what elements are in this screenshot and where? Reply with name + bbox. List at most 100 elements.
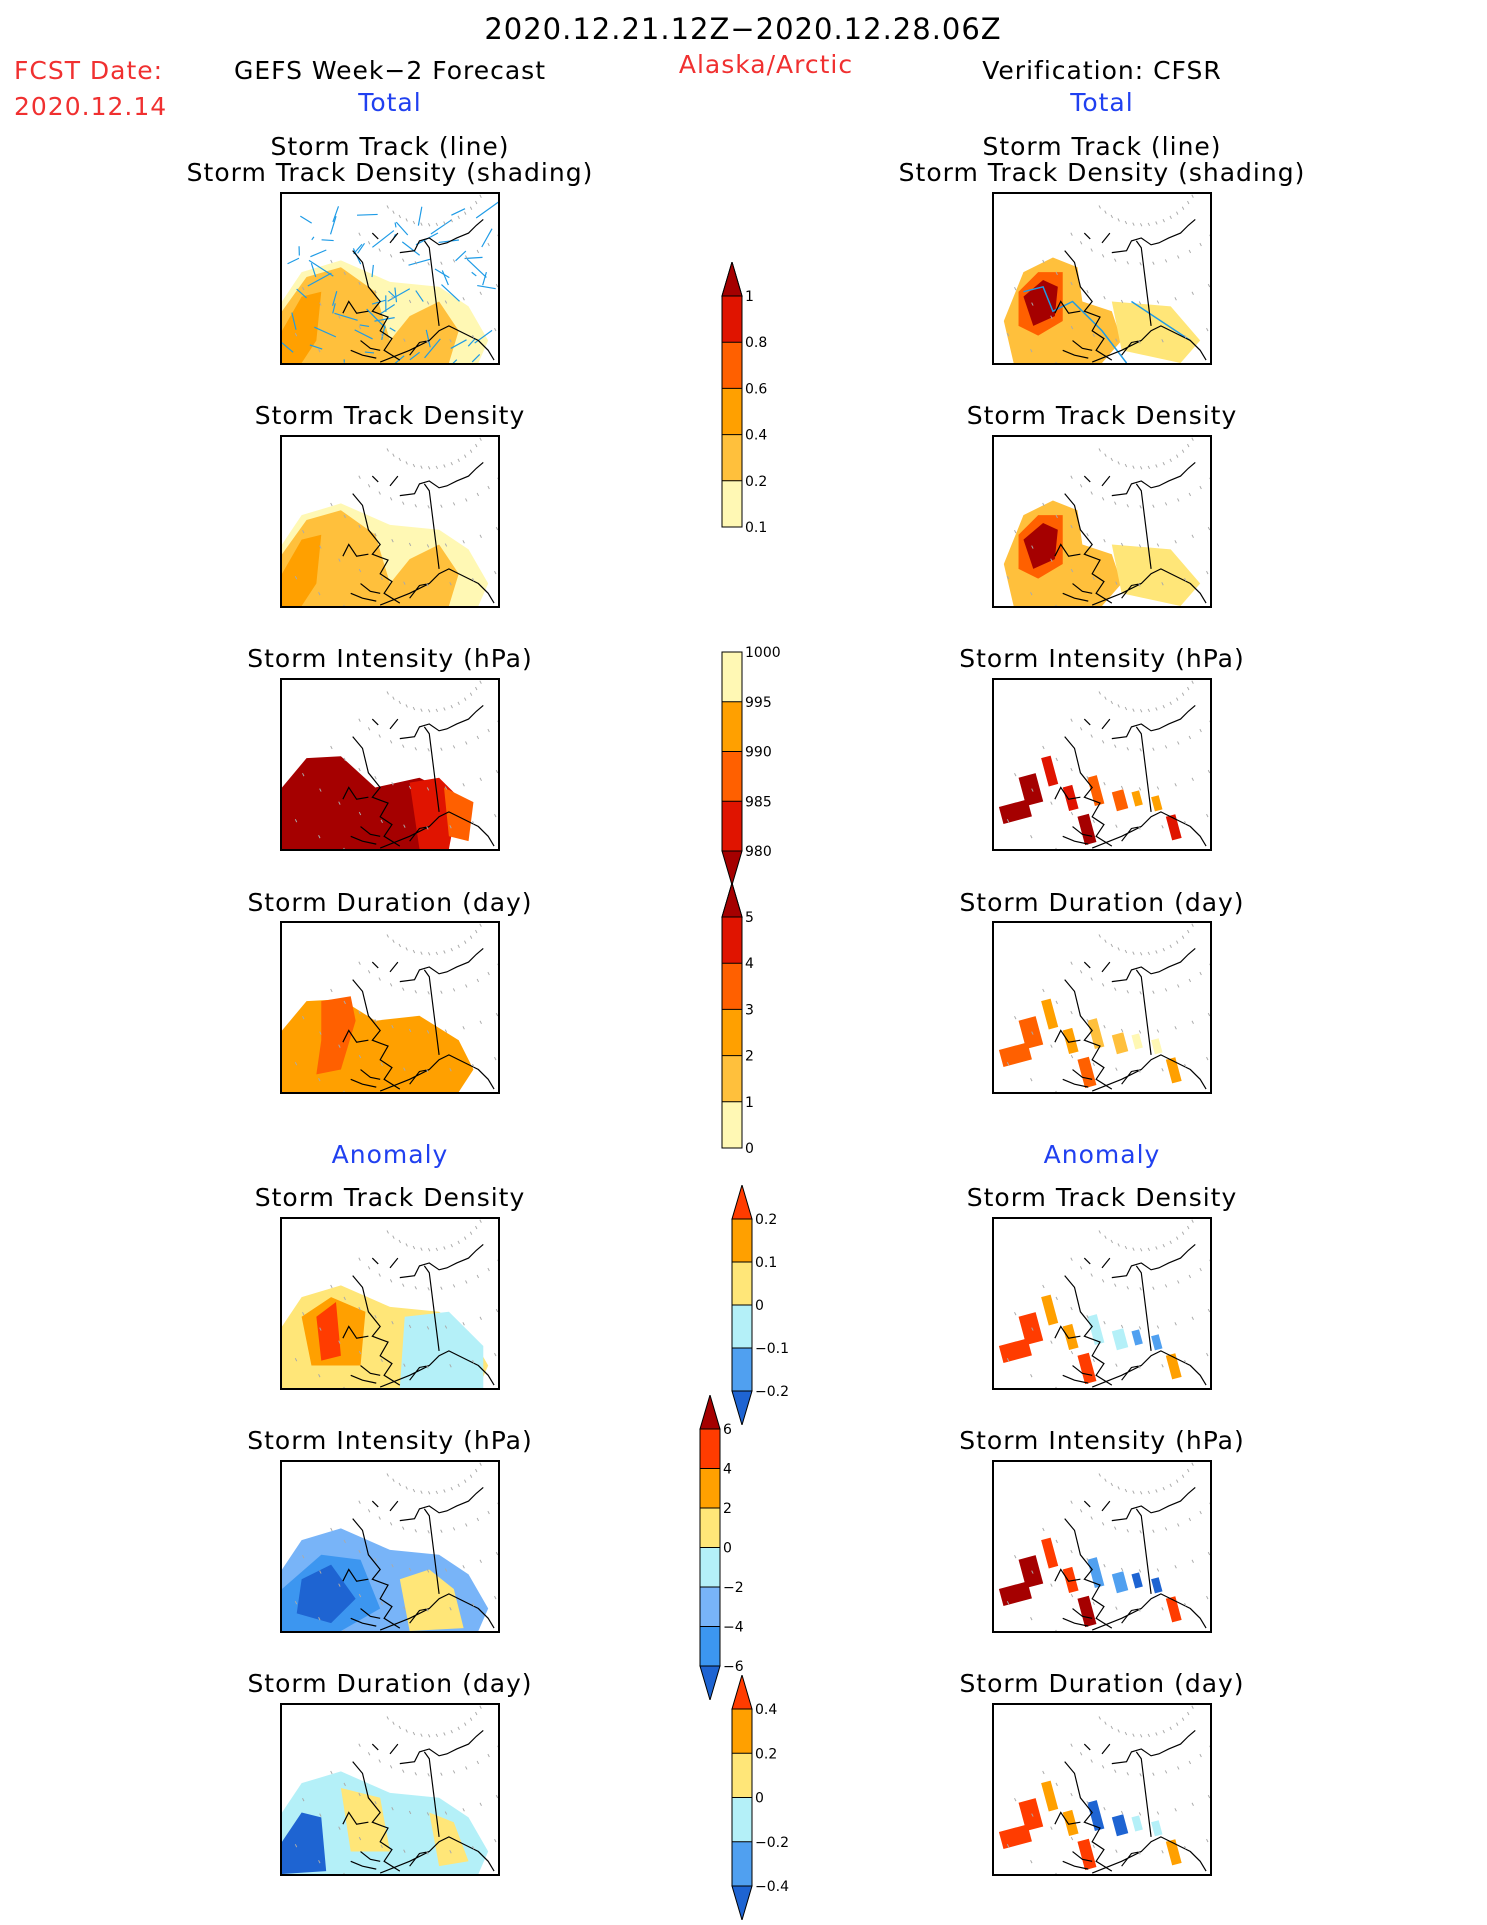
colorbar-tick-label: 0 <box>755 1298 764 1314</box>
shade-cell <box>1131 1033 1142 1049</box>
left-anom-intensity-title: Storm Intensity (hPa) <box>247 1426 533 1455</box>
left-column-title: GEFS Week−2 Forecast <box>234 56 546 85</box>
map-fcst-density <box>280 435 500 608</box>
alaska-coastline <box>1055 1730 1206 1873</box>
shade-cell <box>1112 1328 1128 1350</box>
map-fcst-anom-density <box>280 1217 500 1390</box>
shade-cell <box>1077 1596 1096 1627</box>
right-track-shading-title: Storm Track Density (shading) <box>899 158 1306 187</box>
colorbar-tick-label: 1 <box>745 1095 754 1111</box>
shade-region <box>1112 301 1200 363</box>
alaska-coastline <box>1055 1244 1206 1387</box>
colorbar-tick-label: 2 <box>723 1501 732 1517</box>
colorbar-extend-top <box>732 1185 752 1219</box>
colorbar-track-density: 0.10.20.40.60.81 <box>712 262 792 547</box>
colorbar-duration: 012345 <box>712 883 792 1168</box>
shade-cell <box>1041 1295 1058 1326</box>
shade-cell <box>1077 814 1096 845</box>
shade-cell <box>1151 1820 1162 1836</box>
colorbar-band <box>722 296 742 342</box>
colorbar-tick-label: 0 <box>755 1791 764 1807</box>
colorbar-tick-label: −6 <box>723 1659 744 1675</box>
colorbar-tick-label: 6 <box>723 1422 732 1438</box>
left-intensity-title: Storm Intensity (hPa) <box>247 644 533 673</box>
colorbar-tick-label: 4 <box>723 1462 732 1478</box>
colorbar-band <box>722 1009 742 1055</box>
shade-cell <box>1112 1032 1128 1054</box>
right-track-line-title: Storm Track (line) <box>982 132 1221 161</box>
colorbar-tick-label: 990 <box>745 745 772 761</box>
colorbar-band <box>722 1102 742 1148</box>
colorbar-band <box>732 1798 752 1842</box>
shade-cell <box>1151 1334 1162 1350</box>
colorbar-tick-label: −0.4 <box>755 1879 789 1895</box>
colorbar-tick-label: 0.2 <box>755 1746 777 1762</box>
graticule <box>1007 681 1210 849</box>
left-density-title: Storm Track Density <box>255 401 526 430</box>
colorbar-tick-label: 0 <box>723 1541 732 1557</box>
map-verif-duration <box>992 921 1212 1094</box>
colorbar-band <box>732 1348 752 1391</box>
shade-region <box>282 999 473 1092</box>
shade-cell <box>1077 1839 1096 1870</box>
colorbar-tick-label: 995 <box>745 695 772 711</box>
colorbar-band <box>722 801 742 851</box>
colorbar-band <box>722 388 742 434</box>
colorbar-tick-label: 0.6 <box>745 381 767 397</box>
shade-cell <box>1151 1038 1162 1054</box>
right-duration-title: Storm Duration (day) <box>959 888 1244 917</box>
shade-cell <box>1112 1814 1128 1836</box>
left-duration-title: Storm Duration (day) <box>247 888 532 917</box>
colorbar-band <box>700 1429 720 1469</box>
colorbar-anom-duration: 0.4 0.2 0 −0.2 −0.4 <box>722 1675 802 1920</box>
map-verif-density <box>992 435 1212 608</box>
colorbar-band <box>732 1219 752 1262</box>
colorbar-extend-top <box>722 883 742 917</box>
shade-cell <box>1041 999 1058 1030</box>
colorbar-extend-top <box>700 1395 720 1429</box>
shade-cell <box>1151 1577 1162 1593</box>
shade-cell <box>1041 1538 1058 1569</box>
colorbar-band <box>700 1508 720 1548</box>
graticule <box>1007 924 1210 1092</box>
shade-cell <box>1151 795 1162 811</box>
fcst-date-label: FCST Date: <box>14 56 163 85</box>
period-title: 2020.12.21.12Z−2020.12.28.06Z <box>484 12 1001 46</box>
colorbar-band <box>722 1056 742 1102</box>
alaska-coastline <box>1055 1487 1206 1630</box>
shade-cell <box>1077 1353 1096 1384</box>
colorbar-anom-intensity: 6420−2−4−6 <box>690 1395 770 1700</box>
map-verif-intensity <box>992 678 1212 851</box>
colorbar-tick-label: 0.4 <box>745 428 767 444</box>
colorbar-tick-label: −4 <box>723 1620 744 1636</box>
colorbar-tick-label: −0.1 <box>755 1341 789 1357</box>
colorbar-anom-density: 0.20.10−0.1−0.2 <box>722 1185 802 1425</box>
shade-cell <box>1131 1815 1142 1831</box>
colorbar-band <box>732 1262 752 1305</box>
graticule <box>1007 1220 1210 1388</box>
shade-region <box>1112 544 1200 606</box>
left-total-label: Total <box>358 88 421 117</box>
shade-cell <box>1041 1781 1058 1812</box>
shade-cell <box>1112 1571 1128 1593</box>
colorbar-band <box>722 702 742 752</box>
right-column-title: Verification: CFSR <box>982 56 1221 85</box>
shade-cell <box>1131 790 1142 806</box>
map-fcst-anom-intensity <box>280 1460 500 1633</box>
colorbar-tick-label: 0.8 <box>745 335 767 351</box>
right-anom-intensity-title: Storm Intensity (hPa) <box>959 1426 1245 1455</box>
colorbar-tick-label: 0 <box>745 1141 754 1157</box>
colorbar-band <box>722 752 742 802</box>
map-verif-track <box>992 192 1212 365</box>
fcst-date-value: 2020.12.14 <box>14 92 167 121</box>
colorbar-tick-label: 3 <box>745 1002 754 1018</box>
alaska-coastline <box>1055 705 1206 848</box>
colorbar-extend-top <box>722 262 742 296</box>
right-anom-density-title: Storm Track Density <box>967 1183 1238 1212</box>
colorbar-extend-bottom <box>722 851 742 885</box>
graticule <box>1007 1463 1210 1631</box>
colorbar-band <box>700 1627 720 1667</box>
region-label: Alaska/Arctic <box>679 50 853 79</box>
colorbar-band <box>700 1469 720 1509</box>
colorbar-tick-label: 0.2 <box>745 474 767 490</box>
